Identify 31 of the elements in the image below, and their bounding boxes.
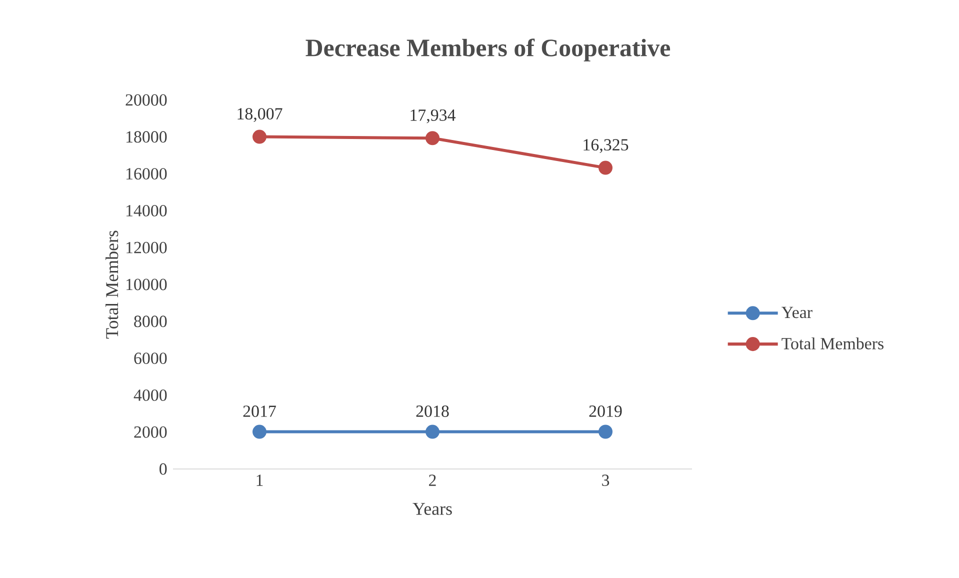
point: [252, 424, 266, 439]
data-label: 2018: [416, 406, 449, 417]
data-label: 2017: [243, 406, 276, 417]
legend-label: Total Members: [782, 337, 884, 350]
y-tick-label: 20000: [126, 94, 167, 106]
point: [598, 424, 613, 439]
y-tick-label: 2000: [134, 426, 167, 438]
x-tick-label: 2: [429, 474, 436, 486]
data-label: 17,934: [410, 109, 456, 124]
point: [426, 131, 440, 146]
point: [598, 160, 613, 175]
x-tick-label: 1: [256, 474, 263, 486]
y-tick-label: 12000: [126, 242, 167, 254]
y-axis-title: Total Members: [106, 230, 118, 339]
y-tick-label: 4000: [134, 389, 167, 401]
chart-title: Decrease Members of Cooperative: [306, 38, 670, 62]
legend-label: Year: [782, 306, 812, 318]
y-tick-label: 8000: [134, 316, 167, 328]
y-tick-label: 18000: [126, 131, 167, 143]
x-axis-title: Years: [412, 502, 452, 515]
y-tick-label: 16000: [126, 168, 167, 180]
data-label: 2019: [589, 405, 622, 417]
y-tick-label: 10000: [126, 278, 167, 290]
y-tick-label: 6000: [134, 352, 167, 364]
point: [252, 130, 266, 144]
point: [426, 424, 440, 439]
y-tick-label: 0: [160, 463, 167, 475]
data-label: 18,007: [238, 108, 282, 122]
data-label: 16,325: [584, 139, 628, 153]
x-tick-label: 3: [602, 474, 610, 486]
y-tick-label: 14000: [126, 204, 167, 216]
